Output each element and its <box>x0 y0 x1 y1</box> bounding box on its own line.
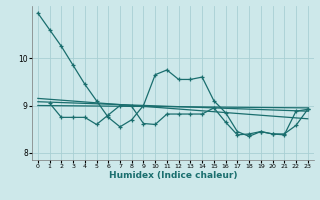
X-axis label: Humidex (Indice chaleur): Humidex (Indice chaleur) <box>108 171 237 180</box>
